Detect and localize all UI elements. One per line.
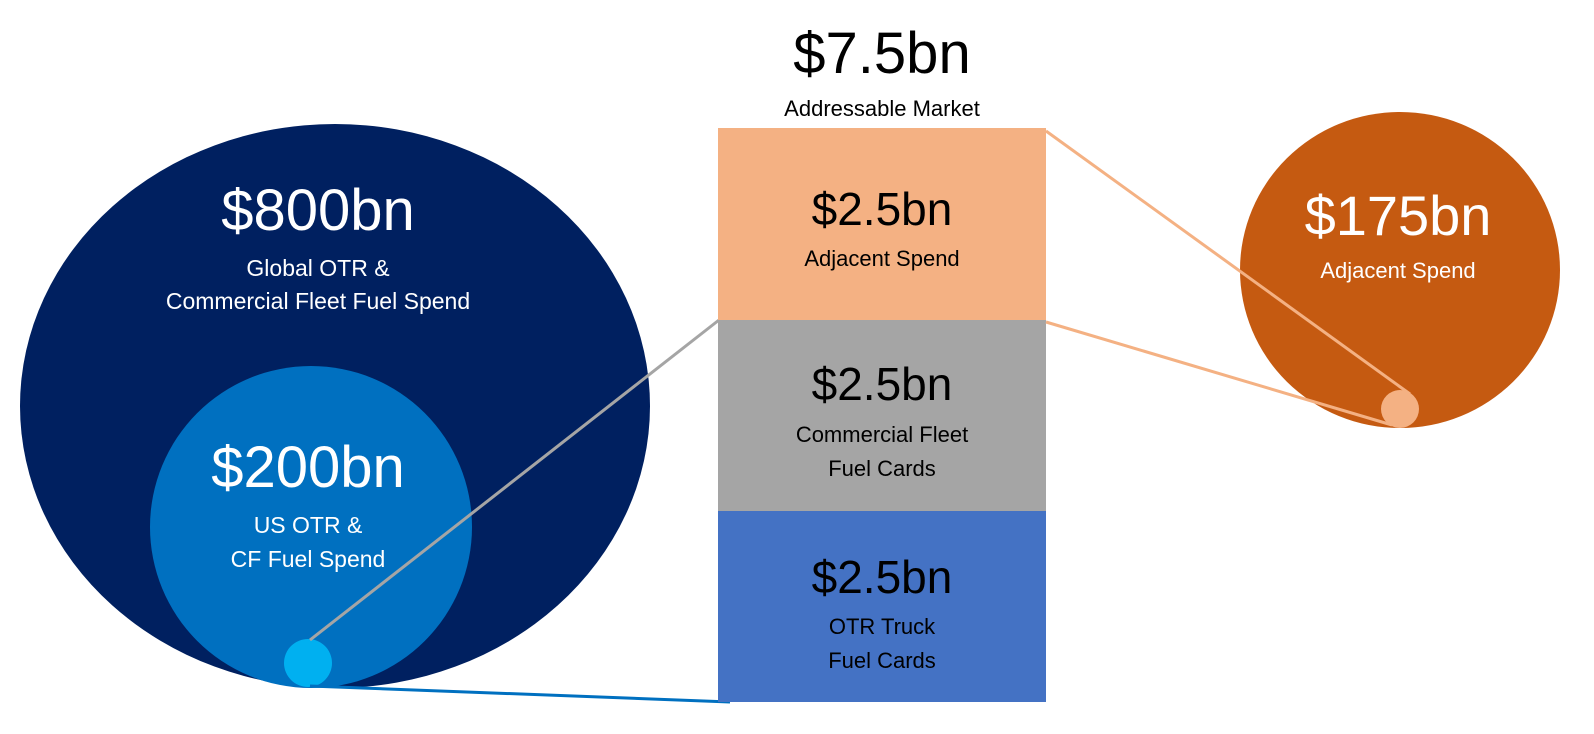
us-value: $200bn [211, 435, 405, 500]
connector-line-orange-top [1045, 129, 1411, 396]
bar-adjacent-spend [718, 128, 1046, 320]
us-spend-circle [150, 366, 472, 688]
bar-label-line2: Fuel Cards [828, 648, 936, 673]
bar-label-line1: Commercial Fleet [796, 422, 968, 447]
total-value: $7.5bn [793, 21, 970, 86]
bar-label-line1: Adjacent Spend [804, 246, 959, 271]
connector-line-orange-bottom [1045, 320, 1393, 427]
global-value: $800bn [221, 178, 415, 243]
bar-otr-truck [718, 511, 1046, 702]
adjacent-spend-circle [1240, 112, 1560, 428]
us-addressable-dot [284, 639, 332, 687]
adjacent-addressable-dot [1381, 390, 1419, 428]
bar-commercial-fleet [718, 320, 1046, 511]
bar-value: $2.5bn [812, 183, 953, 235]
bar-value: $2.5bn [812, 551, 953, 603]
us-label-line2: CF Fuel Spend [231, 546, 386, 572]
connector-line-gray [309, 318, 720, 642]
bar-value: $2.5bn [812, 358, 953, 410]
adjacent-label: Adjacent Spend [1320, 258, 1475, 283]
total-label: Addressable Market [784, 96, 980, 121]
us-label-line1: US OTR & [254, 512, 363, 538]
connector-line-blue [309, 684, 731, 704]
global-label-line2: Commercial Fleet Fuel Spend [166, 288, 470, 314]
adjacent-value: $175bn [1305, 184, 1492, 247]
bar-label-line2: Fuel Cards [828, 456, 936, 481]
global-label-line1: Global OTR & [246, 255, 389, 281]
bar-label-line1: OTR Truck [829, 614, 936, 639]
